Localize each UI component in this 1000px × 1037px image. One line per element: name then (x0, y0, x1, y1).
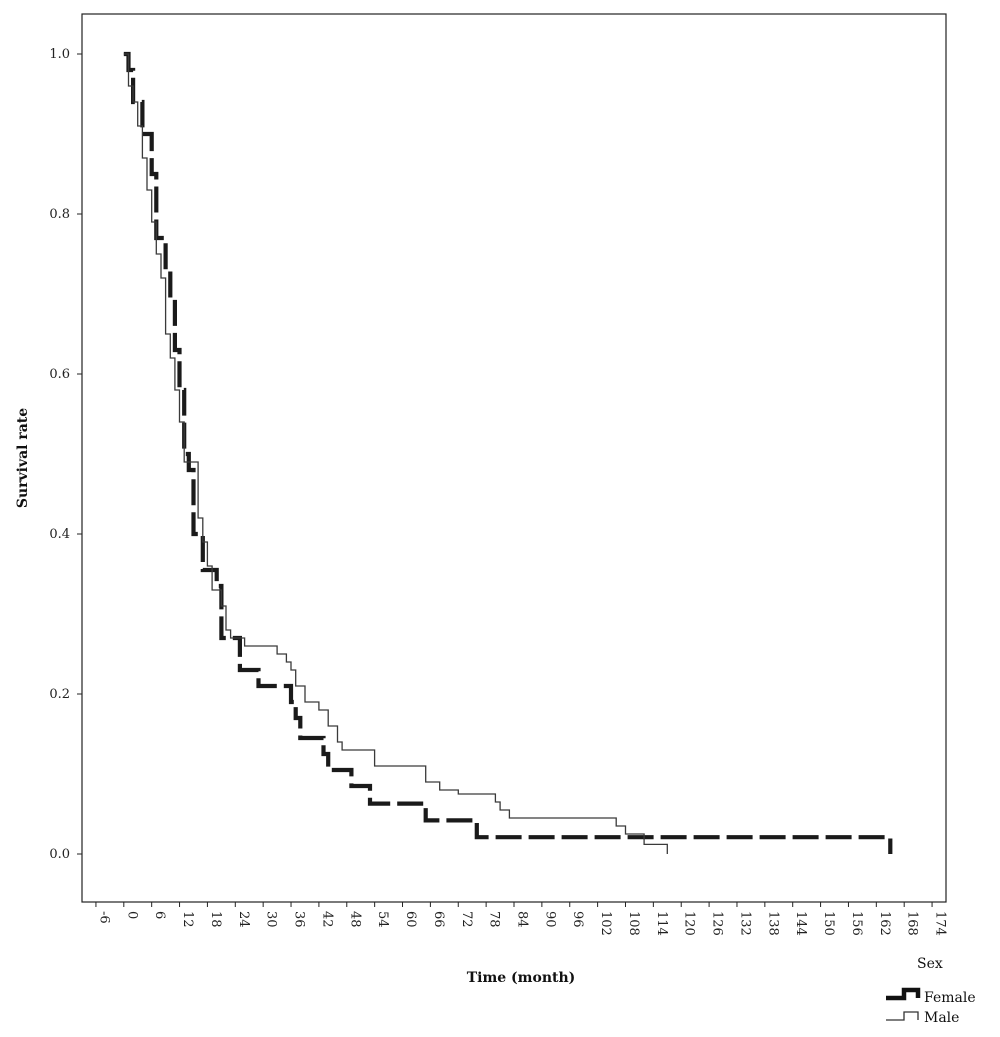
x-tick-label: 72 (459, 911, 474, 928)
legend-item-female: Female (886, 987, 976, 1006)
x-tick-label: 30 (264, 911, 279, 928)
x-tick-label: 42 (319, 911, 334, 928)
x-tick-label: 102 (598, 911, 613, 936)
x-tick-label: 54 (375, 911, 390, 928)
x-tick-label: 18 (208, 911, 223, 928)
x-tick-label: 162 (877, 911, 892, 936)
x-tick-label: 138 (765, 911, 780, 936)
legend-label-female: Female (924, 990, 976, 1006)
y-axis: 0.0 0.2 0.4 0.6 0.8 1.0 (49, 47, 82, 862)
legend-swatch-female (886, 987, 921, 1001)
x-axis-title: Time (month) (467, 970, 576, 986)
x-tick-label: 90 (542, 911, 557, 928)
x-tick-label: 144 (793, 911, 808, 936)
legend-item-male: Male (886, 1010, 959, 1026)
plot-frame (81, 13, 947, 903)
y-tick-label: 0.8 (49, 207, 70, 222)
x-tick-label: 36 (292, 911, 307, 928)
series-layer (123, 51, 893, 854)
x-tick-label: 108 (626, 911, 641, 936)
x-tick-label: 6 (152, 911, 167, 919)
series-line-male (123, 53, 668, 854)
x-tick-label: -6 (96, 911, 111, 924)
y-tick-label: 1.0 (49, 47, 70, 62)
x-tick-label: 0 (124, 911, 139, 919)
x-tick-label: 96 (570, 911, 585, 928)
x-tick-label: 78 (487, 911, 502, 928)
y-tick-label: 0.4 (49, 527, 70, 542)
x-axis: -6 0 6 12 18 24 30 36 42 48 54 60 66 72 78 84 90 96 102 108… (95, 902, 948, 936)
x-tick-label: 132 (737, 911, 752, 936)
x-tick-label: 66 (431, 911, 446, 928)
x-tick-label: 168 (905, 911, 920, 936)
x-tick-label: 84 (515, 911, 530, 928)
y-tick-label: 0.2 (49, 687, 70, 702)
x-tick-label: 126 (710, 911, 725, 936)
y-tick-label: 0.6 (49, 367, 70, 382)
legend-title: Sex (917, 956, 943, 972)
x-tick-label: 48 (347, 911, 362, 928)
legend-swatch-male (886, 1011, 919, 1021)
series-line-female (123, 51, 893, 854)
x-tick-label: 114 (654, 911, 669, 936)
x-tick-label: 174 (933, 911, 948, 936)
x-tick-label: 120 (682, 911, 697, 936)
legend: Sex Female Male (886, 956, 976, 1026)
x-tick-label: 24 (236, 911, 251, 928)
legend-label-male: Male (924, 1010, 959, 1026)
x-tick-label: 12 (180, 911, 195, 928)
x-tick-label: 150 (821, 911, 836, 936)
x-tick-label: 156 (849, 911, 864, 936)
x-tick-label: 60 (403, 911, 418, 928)
y-axis-title: Survival rate (15, 408, 31, 508)
y-tick-label: 0.0 (49, 847, 70, 862)
